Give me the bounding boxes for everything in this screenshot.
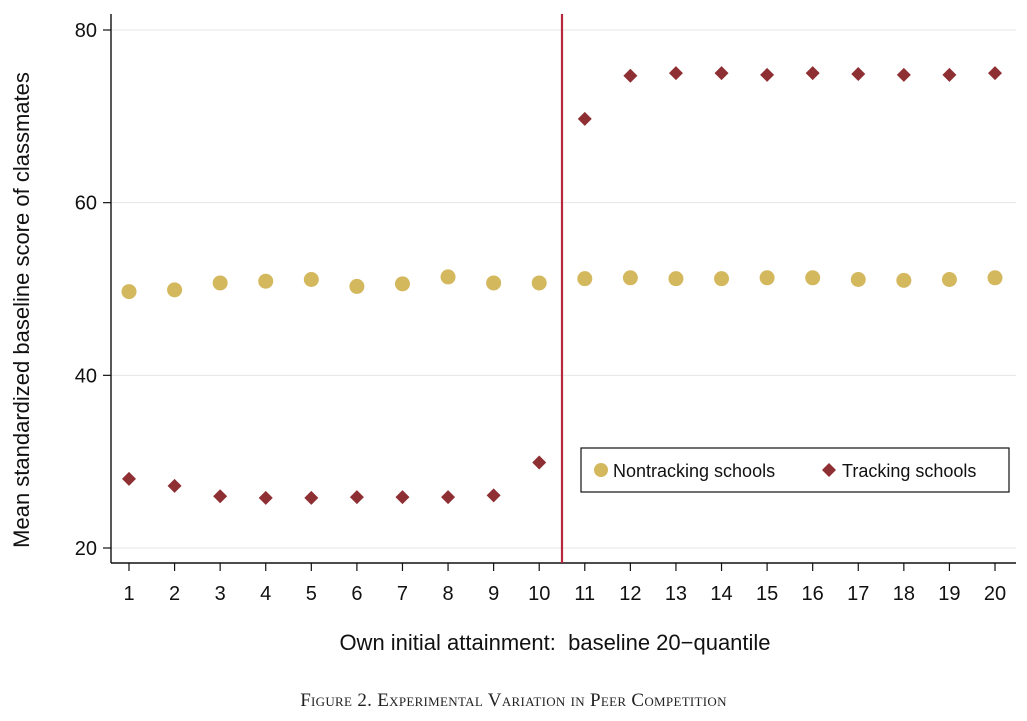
point-tracking [441,490,456,505]
point-nontracking [531,275,547,291]
x-tick-label: 8 [442,583,453,605]
legend: Nontracking schools Tracking schools [580,447,1010,493]
x-tick-label: 18 [893,583,915,605]
x-tick-label: 14 [710,583,732,605]
point-nontracking [167,282,183,298]
y-axis-label: Mean standardized baseline score of clas… [9,72,34,548]
x-axis-label: Own initial attainment: baseline 20−quan… [339,630,770,655]
x-tick-label: 7 [397,583,408,605]
point-nontracking [941,272,957,288]
point-tracking [258,490,273,505]
point-nontracking [850,272,866,288]
x-tick-label: 2 [169,583,180,605]
legend-marker-tracking [822,463,836,477]
y-tick-label: 20 [75,538,97,560]
y-tick-label: 80 [75,20,97,42]
y-tick-label: 60 [75,193,97,215]
legend-marker-nontracking [594,463,608,477]
point-tracking [942,67,957,82]
x-tick-label: 17 [847,583,869,605]
point-nontracking [440,269,456,285]
point-nontracking [896,272,912,288]
x-tick-label: 4 [260,583,271,605]
x-tick-label: 15 [756,583,778,605]
point-tracking [760,67,775,82]
x-tick-label: 19 [938,583,960,605]
point-nontracking [622,270,638,286]
point-tracking [577,111,592,126]
x-tick-label: 9 [488,583,499,605]
point-tracking [623,68,638,83]
point-tracking [213,489,228,504]
x-tick-label: 3 [215,583,226,605]
point-tracking [805,66,820,81]
point-nontracking [121,284,137,300]
point-nontracking [759,270,775,286]
gridlines [111,29,1016,549]
point-tracking [668,66,683,81]
point-nontracking [394,276,410,292]
figure-caption: Figure 2. Experimental Variation in Peer… [300,690,727,711]
point-tracking [167,478,182,493]
point-nontracking [714,271,730,287]
y-tick-label: 40 [75,365,97,387]
point-tracking [851,67,866,82]
point-nontracking [805,270,821,286]
x-tick-label: 1 [123,583,134,605]
point-tracking [896,67,911,82]
point-nontracking [486,275,502,291]
point-tracking [395,490,410,505]
point-tracking [349,490,364,505]
axes [103,14,1016,571]
legend-label-tracking: Tracking schools [842,461,976,481]
x-tick-label: 10 [528,583,550,605]
point-nontracking [987,270,1003,286]
x-tick-label: 6 [351,583,362,605]
point-nontracking [668,271,684,287]
x-tick-label: 11 [574,583,595,605]
point-nontracking [212,275,228,291]
data-points [121,66,1003,505]
point-nontracking [303,272,319,288]
x-tick-label: 16 [802,583,824,605]
legend-label-nontracking: Nontracking schools [613,461,775,481]
point-nontracking [577,271,593,287]
legend-box [580,447,1010,493]
point-nontracking [258,273,274,289]
point-tracking [486,488,501,503]
point-tracking [122,471,136,486]
x-tick-label: 13 [665,583,687,605]
point-tracking [532,455,547,470]
point-tracking [988,66,1002,81]
x-tick-label: 5 [306,583,317,605]
point-nontracking [349,278,365,294]
point-tracking [714,66,729,81]
point-tracking [304,490,319,505]
x-tick-label: 12 [619,583,641,605]
x-tick-label: 20 [984,583,1006,605]
